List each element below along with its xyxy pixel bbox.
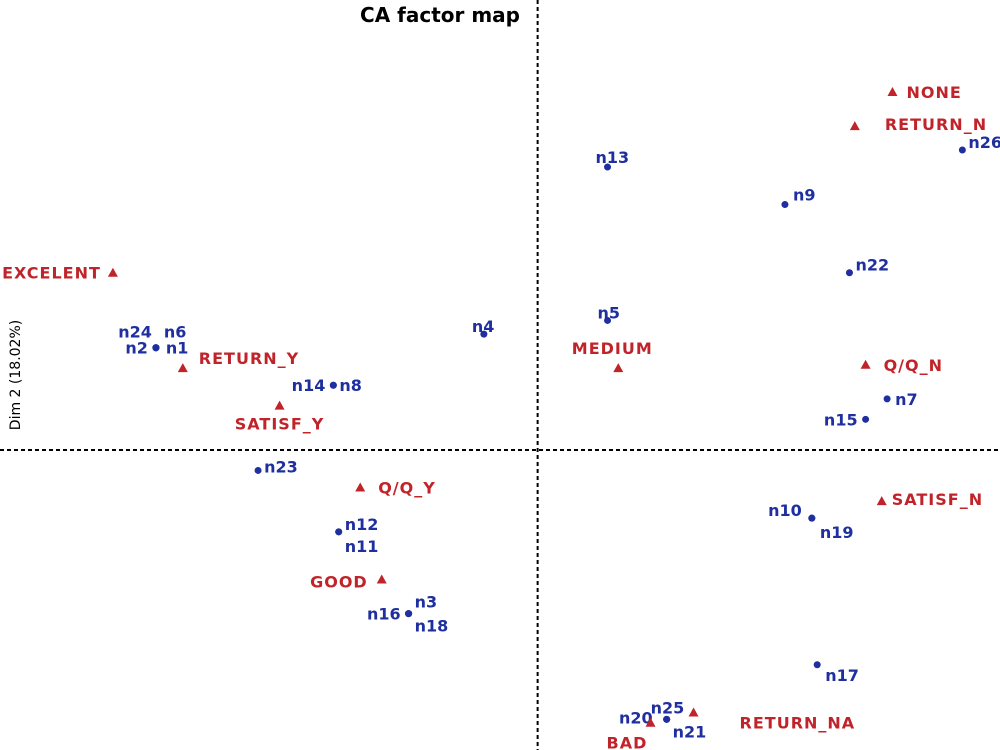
- row-label-n20: n20: [619, 708, 653, 727]
- row-label-n18: n18: [415, 617, 449, 636]
- row-point-n18: [405, 610, 413, 618]
- column-label-return-n: RETURN_N: [885, 115, 987, 134]
- row-label-n22: n22: [855, 256, 889, 275]
- row-label-n10: n10: [768, 501, 802, 520]
- column-point-satisf-n: [876, 496, 887, 506]
- row-label-n16: n16: [367, 605, 401, 624]
- row-point-n9: [781, 201, 789, 209]
- row-point-n24: [152, 344, 160, 352]
- row-label-n19: n19: [820, 523, 854, 542]
- column-point-q-q-y: [355, 482, 366, 492]
- column-point-return-na: [688, 707, 699, 717]
- column-point-good: [376, 574, 387, 584]
- y-axis-label: Dim 2 (18.02%): [8, 320, 24, 430]
- row-point-n14: [329, 381, 337, 389]
- row-label-n24: n24: [118, 323, 152, 342]
- row-label-n9: n9: [793, 186, 816, 205]
- column-label-q-q-n: Q/Q_N: [884, 356, 943, 375]
- row-label-n13: n13: [596, 148, 630, 167]
- row-label-n11: n11: [345, 537, 379, 556]
- column-label-return-na: RETURN_NA: [740, 714, 856, 733]
- column-point-satisf-y: [274, 400, 285, 410]
- column-label-bad: BAD: [607, 734, 648, 750]
- row-label-n12: n12: [345, 515, 379, 534]
- row-label-n21: n21: [673, 722, 707, 741]
- column-point-return-y: [177, 363, 188, 373]
- row-point-n23: [254, 466, 262, 474]
- row-label-n25: n25: [651, 698, 685, 717]
- row-point-n5: [604, 316, 612, 324]
- row-label-n4: n4: [472, 317, 495, 336]
- row-point-n13: [604, 163, 612, 171]
- row-point-n22: [845, 269, 853, 277]
- column-point-medium: [613, 363, 624, 373]
- row-label-n14: n14: [292, 376, 326, 395]
- column-point-q-q-n: [860, 359, 871, 369]
- row-label-n3: n3: [415, 593, 438, 612]
- row-point-n4: [480, 330, 488, 338]
- column-label-medium: MEDIUM: [572, 339, 653, 358]
- column-point-return-n: [849, 121, 860, 131]
- row-label-n6: n6: [164, 323, 187, 342]
- chart-title: CA factor map: [360, 3, 520, 27]
- column-label-satisf-n: SATISF_N: [892, 490, 983, 509]
- column-label-return-y: RETURN_Y: [199, 349, 299, 368]
- row-label-n17: n17: [825, 666, 859, 685]
- column-label-good: GOOD: [310, 573, 368, 592]
- column-label-satisf-y: SATISF_Y: [235, 415, 325, 434]
- row-label-n7: n7: [895, 390, 918, 409]
- row-point-n17: [813, 661, 821, 669]
- row-label-n23: n23: [264, 457, 298, 476]
- row-point-n12: [335, 528, 343, 536]
- row-point-n25: [663, 715, 671, 723]
- row-label-n26: n26: [968, 133, 1000, 152]
- row-label-n5: n5: [598, 303, 621, 322]
- row-label-n1: n1: [166, 339, 189, 358]
- row-point-n7: [883, 395, 891, 403]
- row-point-n15: [862, 415, 870, 423]
- column-point-excelent: [107, 267, 118, 277]
- row-label-n8: n8: [339, 376, 362, 395]
- row-label-n15: n15: [824, 410, 858, 429]
- column-label-none: NONE: [906, 83, 961, 102]
- row-point-n19: [808, 514, 816, 522]
- row-point-n26: [958, 146, 966, 154]
- column-point-none: [887, 87, 898, 97]
- row-label-n2: n2: [125, 339, 148, 358]
- column-label-q-q-y: Q/Q_Y: [378, 479, 436, 498]
- chart-marks: n1 n2 n3 n4 n5 n6 n7 n8 n9 n10 n11 n12 n13 n14 n15 n16 n…: [2, 83, 1000, 750]
- column-point-bad: [645, 717, 656, 727]
- column-label-excelent: EXCELENT: [2, 264, 101, 283]
